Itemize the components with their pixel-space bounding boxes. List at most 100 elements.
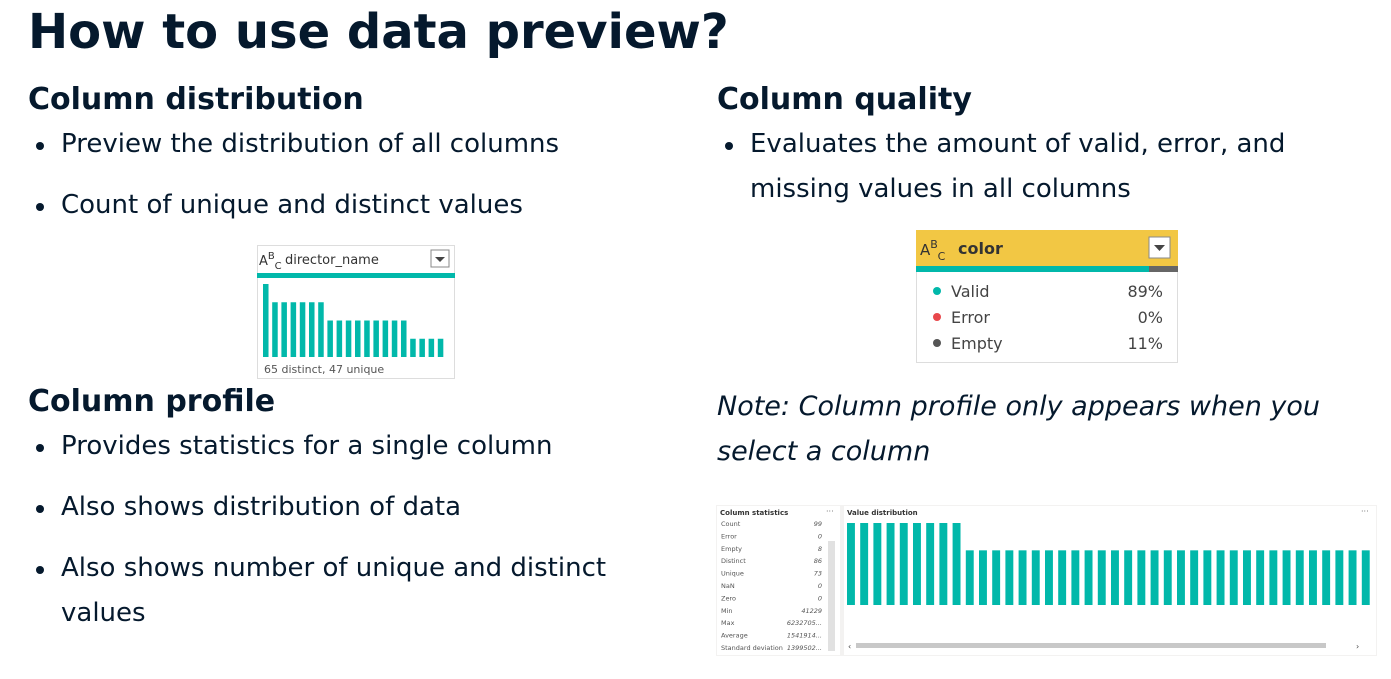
stat-label: Count: [721, 520, 741, 528]
stat-value: 0: [818, 582, 822, 590]
bar: [1322, 550, 1331, 605]
bar: [1045, 550, 1053, 605]
bar: [364, 320, 370, 357]
bar: [1084, 550, 1093, 605]
bar: [1097, 550, 1106, 605]
bar: [1137, 550, 1146, 605]
bar: [336, 320, 343, 357]
bar: [1335, 550, 1344, 605]
distribution-widget: ABC director_name 65 distinct, 47 unique: [257, 245, 455, 379]
stat-value: 8: [818, 545, 822, 553]
bullet-list: Preview the distribution of all columns …: [28, 122, 668, 244]
svg-text:‹: ‹: [848, 642, 851, 651]
bar: [428, 338, 435, 357]
bar: [382, 320, 389, 357]
bar: [281, 302, 287, 357]
stat-value: 1541914...: [787, 632, 822, 640]
bar: [873, 523, 882, 605]
bar: [939, 523, 948, 605]
quality-widget: ABC color Valid 89%Error 0%Empty 11%: [916, 230, 1178, 363]
bar: [299, 302, 306, 357]
bar: [318, 302, 324, 357]
svg-text:···: ···: [826, 507, 834, 516]
bar: [401, 320, 407, 357]
bar: [1216, 550, 1225, 605]
bar: [979, 550, 987, 605]
stat-value: 41229: [801, 607, 822, 615]
stat-label: Empty: [721, 545, 742, 553]
bar: [1190, 550, 1199, 605]
svg-text:›: ›: [1356, 642, 1359, 651]
stat-value: 1399502...: [787, 644, 822, 652]
bullet: Provides statistics for a single column: [28, 424, 668, 469]
legend-dot: [933, 313, 941, 321]
row-value: 11%: [1127, 334, 1163, 353]
heading: Column profile: [28, 384, 276, 419]
bar: [419, 338, 425, 357]
bar: [1229, 550, 1238, 605]
bar: [1361, 550, 1370, 605]
stat-value: 0: [818, 532, 822, 540]
stat-label: Zero: [721, 594, 736, 602]
bar: [345, 320, 352, 357]
bar: [1071, 550, 1080, 605]
bar: [1282, 550, 1291, 605]
title: How to use data preview?: [28, 4, 729, 60]
bar: [1177, 550, 1185, 605]
bar: [437, 338, 444, 357]
svg-text:···: ···: [1361, 507, 1369, 516]
profile-widget: Column statistics Value distribution ···…: [716, 505, 1377, 656]
stats-title: Column statistics: [720, 509, 788, 517]
bar: [1124, 550, 1133, 605]
bar: [373, 320, 379, 357]
bar: [410, 338, 416, 357]
bullet: Evaluates the amount of valid, error, an…: [717, 122, 1337, 212]
bar: [913, 523, 921, 605]
stat-value: 0: [818, 594, 822, 602]
bullet: Also shows number of unique and distinct…: [28, 546, 668, 636]
stat-value: 99: [814, 520, 822, 528]
stat-label: Standard deviation: [721, 644, 783, 652]
bar: [1111, 550, 1119, 605]
bar: [1243, 550, 1251, 605]
bar: [899, 523, 908, 605]
heading: Column quality: [717, 82, 972, 117]
row-label: Empty: [951, 334, 1003, 353]
bar: [1005, 550, 1014, 605]
bar: [355, 320, 361, 357]
bullet-list: Evaluates the amount of valid, error, an…: [717, 122, 1337, 228]
bar: [1150, 550, 1159, 605]
bar: [290, 302, 297, 357]
bar: [1269, 550, 1278, 605]
stat-label: Distinct: [721, 557, 746, 565]
bar: [1058, 550, 1067, 605]
bar: [965, 550, 974, 605]
bar: [272, 302, 278, 357]
note: Note: Column profile only appears when y…: [717, 391, 1321, 467]
bullet: Count of unique and distinct values: [28, 183, 668, 228]
bar: [327, 320, 333, 357]
footer: 65 distinct, 47 unique: [264, 363, 384, 376]
bar: [1203, 550, 1212, 605]
bar: [1348, 550, 1357, 605]
bar: [952, 523, 961, 605]
bar: [1309, 550, 1317, 605]
bullet: Preview the distribution of all columns: [28, 122, 668, 167]
bar: [860, 523, 869, 605]
legend-dot: [933, 287, 941, 295]
bullet: Also shows distribution of data: [28, 485, 668, 530]
stat-label: Error: [721, 532, 737, 540]
row-label: Valid: [951, 282, 990, 301]
stat-value: 6232705...: [787, 619, 822, 627]
stat-value: 73: [814, 570, 822, 578]
bar: [1031, 550, 1040, 605]
bar: [1295, 550, 1304, 605]
bullet-list: Provides statistics for a single column …: [28, 424, 668, 652]
bar: [391, 320, 398, 357]
row-value: 0%: [1138, 308, 1163, 327]
bar: [926, 523, 935, 605]
column-name: color: [958, 239, 1003, 258]
bar: [992, 550, 1001, 605]
bar: [1256, 550, 1265, 605]
